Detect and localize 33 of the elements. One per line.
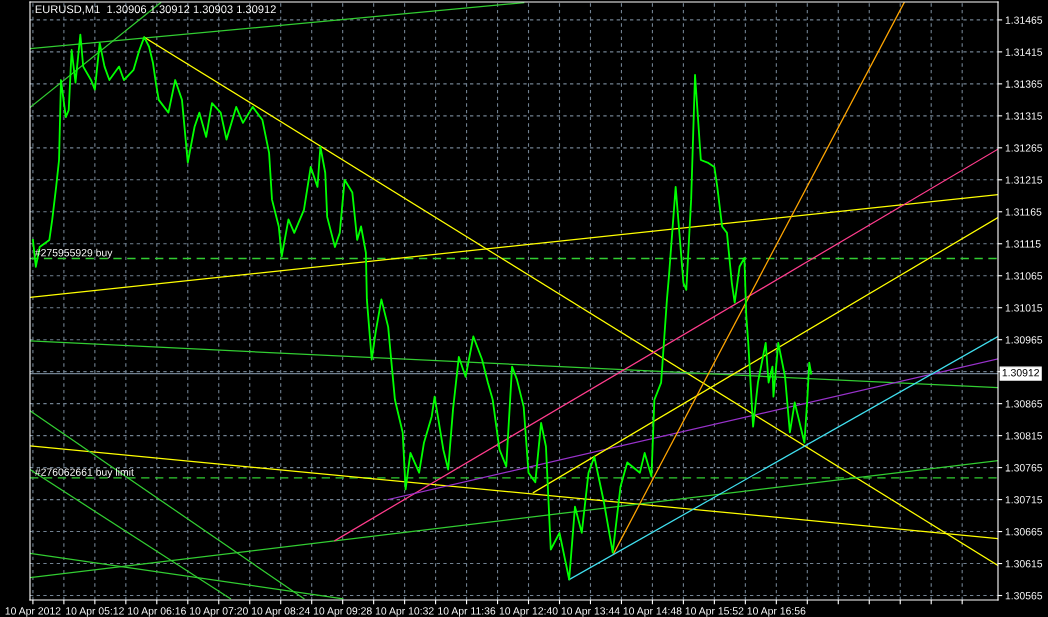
- y-tick-label: 1.30765: [1005, 464, 1043, 472]
- x-tick-label: 10 Apr 05:12: [66, 607, 124, 617]
- x-tick-label: 10 Apr 16:56: [747, 607, 806, 617]
- y-tick-label: 1.31415: [1005, 48, 1043, 56]
- x-tick-label: 10 Apr 14:48: [623, 607, 682, 617]
- y-tick-label: 1.31065: [1005, 272, 1043, 280]
- y-tick-label: 1.31315: [1005, 112, 1043, 120]
- x-tick-label: 10 Apr 07:20: [190, 607, 248, 617]
- y-tick-label: 1.31115: [1005, 240, 1041, 248]
- x-tick-label: 10 Apr 11:36: [438, 607, 496, 617]
- y-tick-label: 1.30715: [1005, 496, 1043, 504]
- y-tick-label: 1.30865: [1005, 400, 1043, 408]
- y-tick-label: 1.31165: [1005, 208, 1042, 216]
- y-tick-label: 1.30965: [1005, 336, 1043, 344]
- y-tick-label: 1.31265: [1005, 144, 1043, 152]
- y-tick-label: 1.30615: [1005, 560, 1043, 568]
- x-tick-label: 10 Apr 12:40: [499, 607, 558, 617]
- chart-title: EURUSD,M1 1.30906 1.30912 1.30903 1.30912: [35, 5, 276, 15]
- y-tick-label: 1.31215: [1005, 176, 1043, 184]
- y-tick-label: 1.30665: [1005, 528, 1043, 536]
- x-tick-label: 10 Apr 15:52: [685, 607, 744, 617]
- y-tick-label: 1.31365: [1005, 80, 1043, 88]
- y-tick-label: 1.30565: [1005, 592, 1043, 600]
- y-tick-label: 1.31015: [1005, 304, 1043, 312]
- x-tick-label: 10 Apr 08:24: [251, 607, 310, 617]
- x-tick-label: 10 Apr 10:32: [375, 607, 434, 617]
- y-tick-label: 1.30815: [1005, 432, 1043, 440]
- x-tick-label: 10 Apr 13:44: [561, 607, 620, 617]
- y-tick-label: 1.31465: [1005, 16, 1043, 24]
- x-tick-label: 10 Apr 2012: [5, 607, 61, 617]
- x-tick-label: 10 Apr 09:28: [313, 607, 372, 617]
- ref-line-label: 1.30912: [1002, 369, 1039, 377]
- x-tick-label: 10 Apr 06:16: [128, 607, 186, 617]
